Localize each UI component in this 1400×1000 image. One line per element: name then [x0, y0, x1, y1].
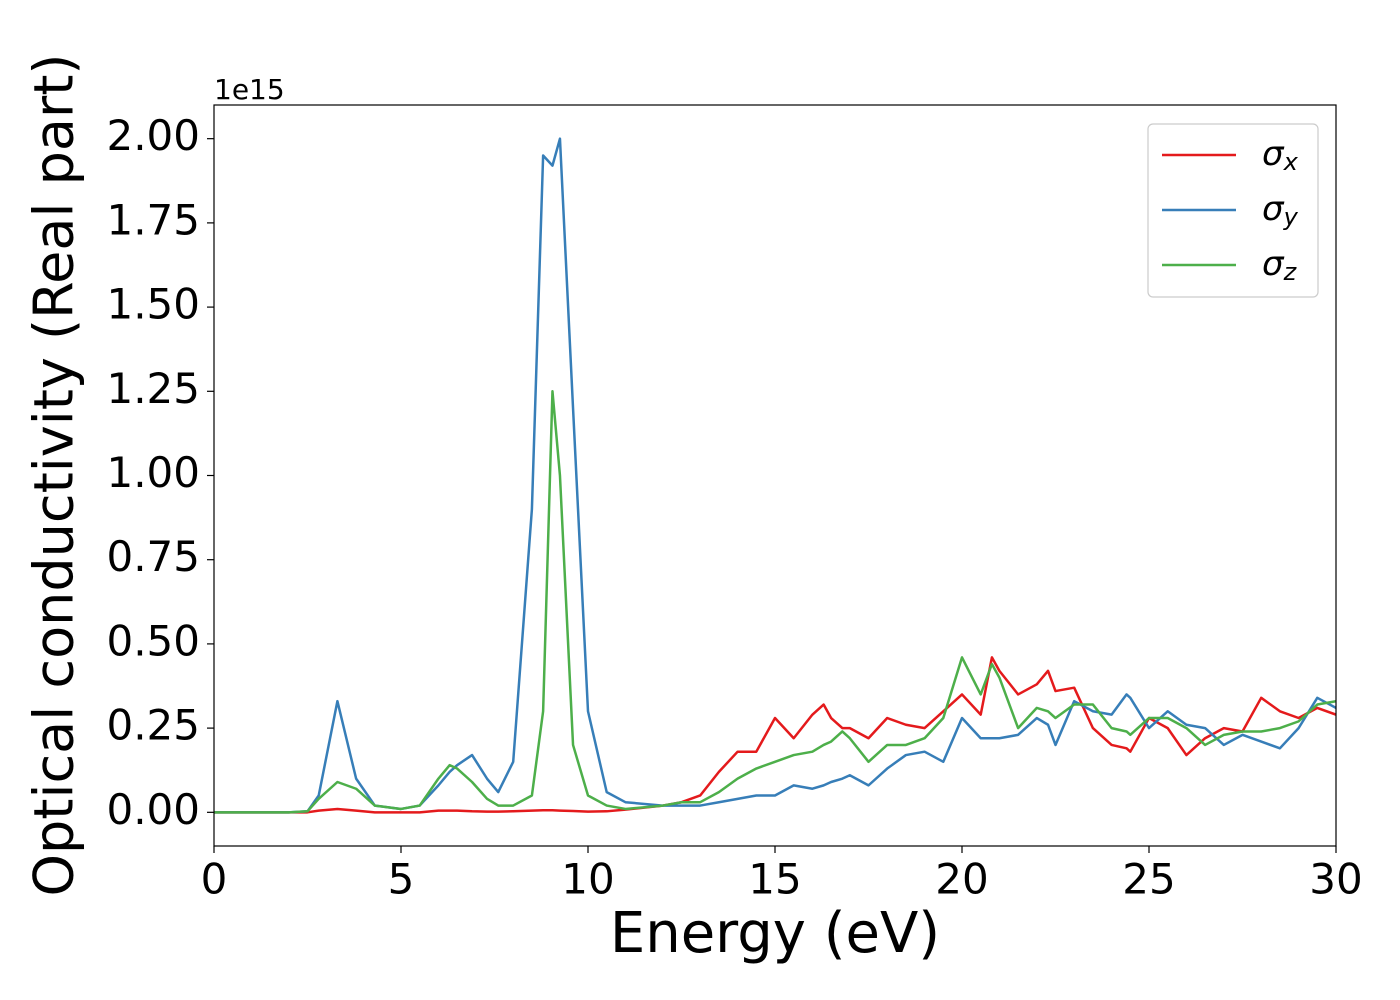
x-tick-label: 30 [1309, 855, 1362, 904]
x-axis-label: Energy (eV) [610, 901, 940, 966]
legend-label: σx [1262, 134, 1299, 177]
legend-label: σy [1262, 189, 1299, 232]
x-tick-label: 25 [1122, 855, 1175, 904]
offset-text: 1e15 [214, 73, 285, 106]
x-tick-label: 10 [561, 855, 614, 904]
y-tick-label: 1.25 [106, 364, 200, 413]
y-tick-label: 0.50 [106, 616, 200, 665]
y-tick-label: 0.75 [106, 532, 200, 581]
series-line [214, 656, 1336, 814]
x-tick-label: 15 [748, 855, 801, 904]
x-tick-label: 0 [201, 855, 228, 904]
y-tick-label: 0.25 [106, 701, 200, 750]
legend-label: σz [1262, 244, 1298, 287]
y-tick-label: 2.00 [106, 111, 200, 160]
series-line [214, 137, 1336, 814]
y-tick-label: 0.00 [106, 785, 200, 834]
series-line [214, 390, 1336, 814]
y-axis-label: Optical conductivity (Real part) [23, 54, 86, 897]
x-tick-label: 20 [935, 855, 988, 904]
y-tick-label: 1.75 [106, 195, 200, 244]
plot-frame [213, 104, 1337, 847]
y-tick-label: 1.00 [106, 448, 200, 497]
y-tick-label: 1.50 [106, 280, 200, 329]
x-tick-label: 5 [388, 855, 415, 904]
